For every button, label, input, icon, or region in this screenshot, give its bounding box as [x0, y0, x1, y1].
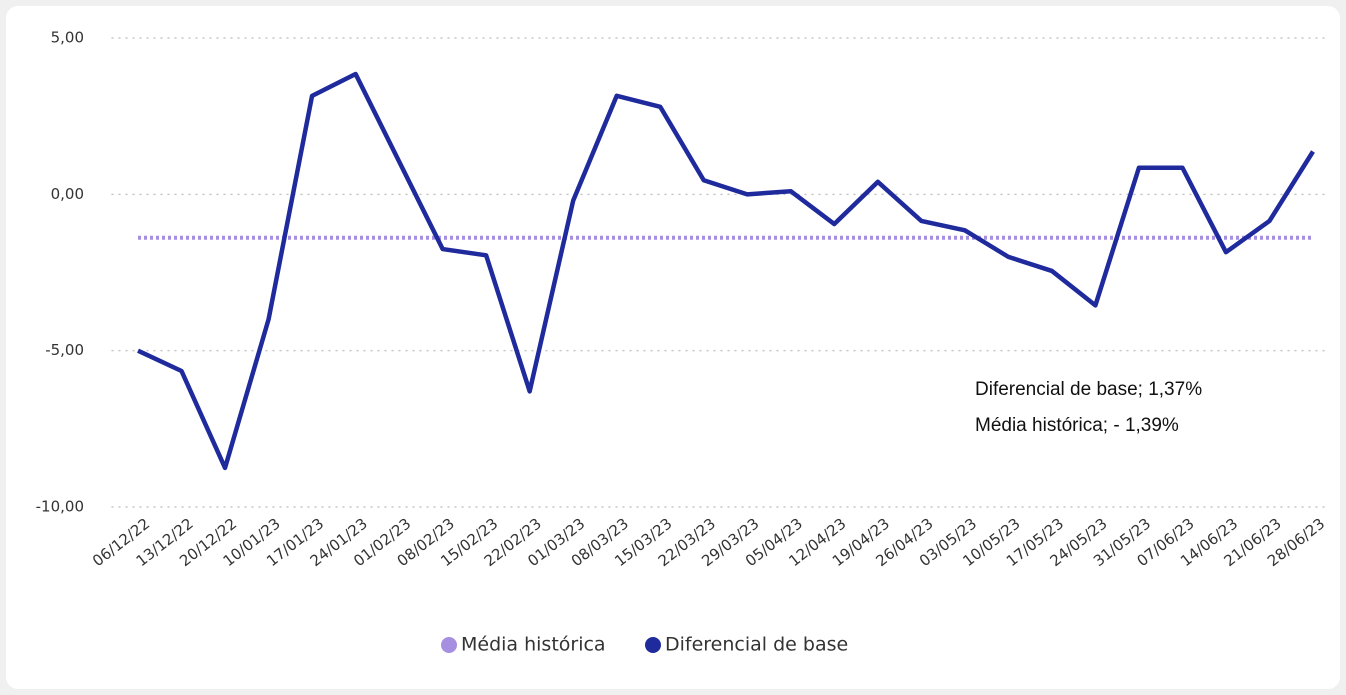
card: [6, 6, 1340, 689]
series-line: [137, 71, 1315, 471]
legend-label: Média histórica: [461, 634, 606, 656]
legend-label: Diferencial de base: [665, 634, 848, 656]
y-tick-label: -5,00: [45, 341, 84, 359]
y-tick-label: -10,00: [36, 498, 84, 516]
y-tick-label: 0,00: [51, 185, 84, 203]
annotation: Diferencial de base; 1,37%: [975, 379, 1202, 400]
legend-marker: [441, 637, 457, 653]
y-tick-label: 5,00: [51, 29, 84, 47]
legend-marker: [645, 637, 661, 653]
annotation: Média histórica; - 1,39%: [975, 415, 1179, 436]
